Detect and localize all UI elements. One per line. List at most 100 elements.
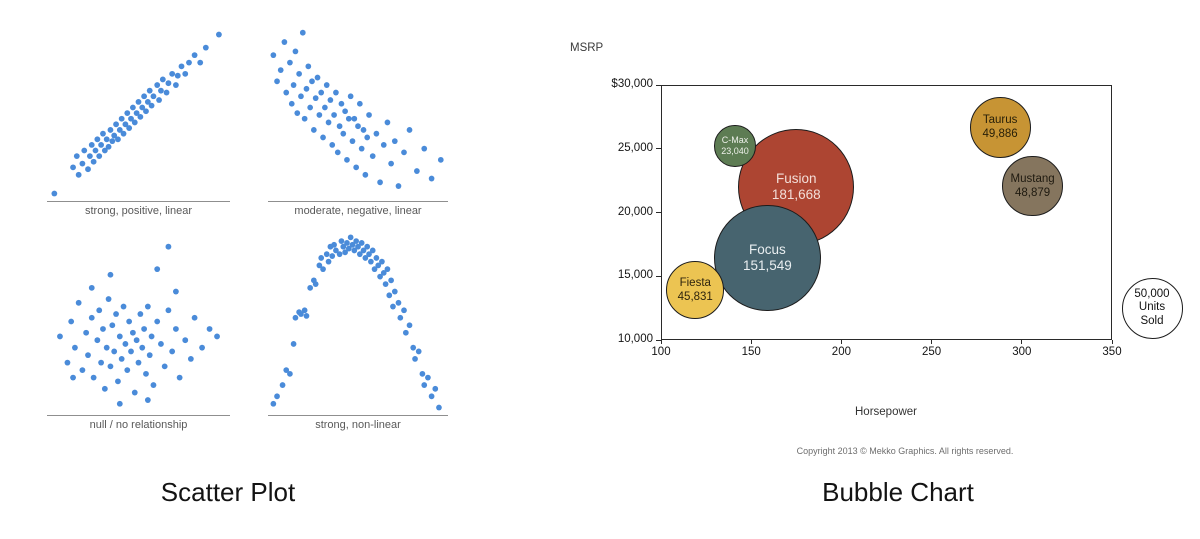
scatter-dot [419,370,426,377]
scatter-dot [105,143,112,150]
scatter-dot [206,326,213,332]
scatter-dot [129,104,136,111]
scatter-dot [283,367,290,374]
x-tick-label: 100 [651,346,671,358]
scatter-dot [299,29,306,36]
scatter-dot [340,243,347,250]
scatter-dot [88,142,95,148]
scatter-dot [103,136,110,143]
scatter-dot [120,303,127,310]
scatter-dot [366,112,372,118]
scatter-dot [109,138,116,145]
scatter-dot [395,183,402,189]
scatter-dot [292,48,299,55]
scatter-dot [406,322,413,329]
scatter-dot [347,234,354,241]
y-tick-mark [656,339,661,341]
scatter-dot [161,363,168,370]
scatter-dot [135,359,142,366]
scatter-dot [369,153,376,160]
scatter-dot [340,130,347,137]
scatter-dot [85,166,91,173]
scatter-dot [90,374,97,381]
scatter-dot [174,72,181,79]
scatter-dot [384,119,391,126]
scatter-dot [197,59,204,66]
scatter-dot [154,318,161,325]
scatter-dot [402,329,409,336]
x-tick-mark [1111,340,1113,344]
scatter-dot [111,132,118,139]
panel-baseline [268,201,448,202]
scatter-dot [146,352,153,359]
scatter-dot [88,314,95,321]
scatter-dot [68,318,75,325]
scatter-dot [122,121,129,128]
bubble-taurus: Taurus 49,886 [969,96,1031,158]
x-tick-label: 150 [741,346,761,358]
scatter-dot [287,370,293,377]
scatter-dot [75,299,82,306]
scatter-dot [64,359,71,366]
scatter-dot [101,147,108,154]
scatter-dot [116,127,123,133]
scatter-dot [307,284,314,291]
scatter-dot [401,149,407,156]
scatter-dot [141,93,148,100]
scatter-dot [202,44,209,51]
scatter-dot [358,145,365,152]
scatter-dot [115,136,121,143]
scatter-dot [345,115,352,122]
scatter-dot [70,374,76,381]
scatter-dot [301,307,308,314]
scatter-dot [305,63,312,70]
scatter-dot [292,314,299,321]
scatter-dot [173,288,179,295]
scatter-dot [143,108,149,115]
scatter-dot [336,123,343,130]
scatter-dot [355,123,361,130]
scatter-dot [316,112,323,118]
scatter-dot [421,145,428,152]
scatter-dot [101,385,108,392]
scatter-dot [94,136,101,143]
bubble-fiesta: Fiesta 45,831 [666,261,725,320]
scatter-dot [100,326,106,332]
panel-caption: strong, non-linear [315,419,401,431]
scatter-dot [137,311,144,317]
scatter-dot [270,52,277,59]
scatter-dot [362,255,369,261]
legend-line: 50,000 [1134,288,1170,301]
scatter-dot [88,284,95,291]
scatter-dot [338,238,345,244]
scatter-dot [154,266,161,273]
scatter-dot [428,175,435,182]
scatter-dot [342,108,348,115]
scatter-dot [107,363,114,370]
scatter-dot [98,142,104,148]
legend-line: Sold [1140,314,1164,327]
scatter-dot [377,273,383,280]
legend-line: Units [1138,301,1166,314]
panel-baseline [268,415,448,416]
scatter-dot [298,311,304,317]
scatter-dot [358,240,365,246]
scatter-dot [382,281,389,287]
scatter-dot [173,326,179,332]
scatter-points-canvas [57,243,220,407]
scatter-dot [81,147,88,154]
scatter-dot [323,251,330,258]
y-tick-label: 10,000 [617,333,653,345]
scatter-dot [98,359,104,366]
scatter-dot [169,348,176,355]
scatter-dot [146,87,153,94]
scatter-dot [75,171,82,178]
scatter-dot [83,329,90,336]
scatter-dot [303,312,310,319]
scatter-dot [124,367,131,374]
bubble-c-max: C-Max 23,040 [714,125,756,167]
scatter-dot [274,78,280,85]
x-axis-title: Horsepower [855,406,917,418]
scatter-dot [371,266,378,273]
scatter-dot [109,322,116,329]
